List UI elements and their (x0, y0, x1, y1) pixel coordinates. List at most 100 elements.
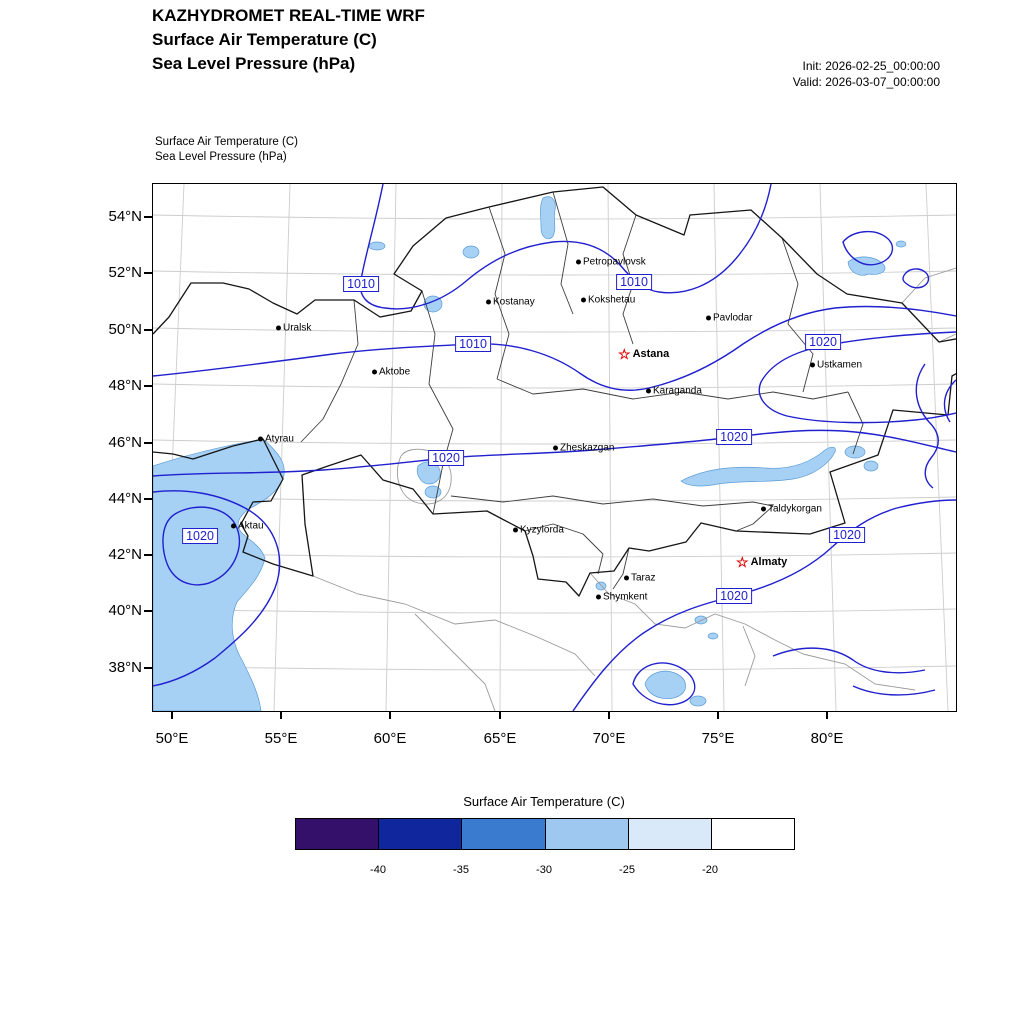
x-tick-label: 80°E (810, 730, 844, 747)
capital-star-icon: ☆ (736, 554, 749, 570)
city-aktau: Aktau (231, 521, 264, 532)
cold-patch (462, 245, 480, 259)
colorbar-segment (462, 819, 546, 849)
x-tick-label: 55°E (264, 730, 298, 747)
colorbar-tick-label: -40 (370, 864, 386, 876)
city-label: Aktobe (379, 366, 411, 378)
contour-label: 1020 (182, 528, 218, 544)
contour-label: 1010 (455, 336, 491, 352)
capital-star-icon: ☆ (618, 346, 631, 362)
city-dot-icon (646, 388, 651, 394)
city-petropavlovsk: Petropavlovsk (576, 257, 646, 268)
y-tick-label: 38°N (108, 659, 142, 676)
contour-label: 1020 (805, 334, 841, 350)
y-tick-label: 48°N (108, 377, 142, 394)
city-astana: ☆ Astana (618, 346, 670, 362)
colorbar-segment (711, 819, 795, 849)
cold-patch (368, 241, 386, 251)
x-tick (171, 711, 173, 719)
x-tick-label: 50°E (155, 730, 189, 747)
x-tick (717, 711, 719, 719)
city-label: Almaty (750, 556, 788, 568)
contour-label: 1020 (716, 588, 752, 604)
city-label: Karaganda (653, 385, 702, 397)
cold-patch-south (644, 670, 686, 699)
cold-patch (707, 632, 719, 640)
city-dot-icon (810, 362, 815, 368)
city-dot-icon (486, 299, 491, 305)
city-kyzylorda: Kyzylorda (513, 525, 564, 536)
city-dot-icon (276, 325, 281, 331)
x-tick (608, 711, 610, 719)
y-tick-label: 40°N (108, 602, 142, 619)
colorbar-segment (296, 819, 380, 849)
contour-label: 1010 (343, 276, 379, 292)
y-tick (144, 498, 152, 500)
y-tick (144, 610, 152, 612)
city-label: Taldykorgan (768, 503, 822, 515)
city-dot-icon (581, 297, 586, 303)
x-tick-label: 70°E (592, 730, 626, 747)
city-label: Taraz (631, 572, 656, 584)
city-label: Zheskazgan (560, 442, 615, 454)
x-tick (499, 711, 501, 719)
caspian-sea (153, 438, 285, 711)
y-tick (144, 442, 152, 444)
city-label: Kostanay (493, 296, 535, 308)
x-tick (280, 711, 282, 719)
y-tick-label: 54°N (108, 208, 142, 225)
colorbar-title: Surface Air Temperature (C) (463, 794, 625, 809)
cold-patch (689, 695, 707, 707)
y-tick (144, 329, 152, 331)
city-aktobe: Aktobe (372, 367, 410, 378)
y-tick-label: 50°N (108, 321, 142, 338)
oblast-borders (300, 191, 864, 590)
x-tick-label: 65°E (483, 730, 517, 747)
map-canvas (153, 184, 956, 711)
y-tick (144, 667, 152, 669)
city-label: Atyrau (265, 433, 294, 445)
city-kostanay: Kostanay (486, 297, 535, 308)
y-tick-label: 42°N (108, 546, 142, 563)
city-label: Shymkent (603, 591, 648, 603)
city-atyrau: Atyrau (258, 434, 294, 445)
map-frame: 1010 1010 1010 1020 1020 1020 1020 1020 … (152, 183, 957, 712)
colorbar-tick-label: -20 (702, 864, 718, 876)
city-almaty: ☆ Almaty (736, 554, 788, 570)
y-tick (144, 272, 152, 274)
run-times: Init: 2026-02-25_00:00:00 Valid: 2026-03… (640, 58, 940, 90)
colorbar-segment (545, 819, 629, 849)
city-uralsk: Uralsk (276, 323, 311, 334)
map-inner-title-2: Sea Level Pressure (hPa) (155, 151, 287, 163)
contour-label: 1020 (716, 429, 752, 445)
lake-balkhash (680, 446, 836, 487)
contour-label: 1020 (428, 450, 464, 466)
city-karaganda: Karaganda (646, 386, 702, 397)
city-label: Aktau (238, 520, 264, 532)
city-label: Astana (632, 348, 670, 360)
city-pavlodar: Pavlodar (706, 313, 752, 324)
city-label: Pavlodar (713, 312, 753, 324)
colorbar-segment (628, 819, 712, 849)
map-inner-title-1: Surface Air Temperature (C) (155, 136, 298, 148)
y-tick (144, 385, 152, 387)
contour-label: 1010 (616, 274, 652, 290)
x-tick-label: 75°E (701, 730, 735, 747)
y-tick (144, 216, 152, 218)
city-dot-icon (231, 523, 236, 529)
city-kokshetau: Kokshetau (581, 295, 635, 306)
city-label: Petropavlovsk (583, 256, 646, 268)
lake-sasykkol (863, 460, 879, 472)
y-tick-label: 46°N (108, 434, 142, 451)
city-label: Uralsk (283, 322, 312, 334)
page-subtitle-1: Surface Air Temperature (C) (152, 30, 377, 49)
city-dot-icon (258, 436, 263, 442)
page-title: KAZHYDROMET REAL-TIME WRF (152, 6, 425, 25)
init-time: Init: 2026-02-25_00:00:00 (802, 59, 940, 73)
city-dot-icon (596, 594, 601, 600)
city-zheskazgan: Zheskazgan (553, 443, 614, 454)
city-dot-icon (761, 506, 766, 512)
cold-patch-north (540, 196, 556, 240)
foreign-borders (312, 267, 956, 711)
